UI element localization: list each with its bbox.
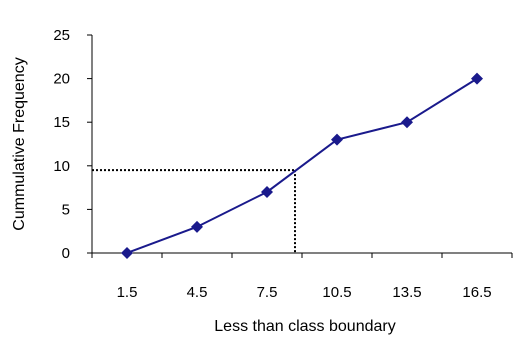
x-axis-title: Less than class boundary — [214, 318, 395, 335]
series-group — [121, 72, 483, 259]
data-point-marker — [261, 185, 273, 198]
y-tick-label: 5 — [62, 201, 70, 218]
x-tick-label: 16.5 — [462, 284, 491, 301]
data-point-marker — [471, 72, 483, 85]
y-tick-label: 0 — [62, 245, 70, 262]
y-axis-title: Cummulative Frequency — [11, 57, 28, 230]
series-line — [126, 77, 478, 254]
data-point-marker — [191, 220, 203, 233]
y-tick-label: 20 — [53, 71, 70, 88]
x-tick-label: 13.5 — [392, 284, 421, 301]
x-tick-label: 4.5 — [187, 284, 208, 301]
data-point-marker — [331, 133, 343, 146]
data-point-marker — [401, 116, 413, 129]
data-point-marker — [121, 247, 133, 259]
x-tick-label: 1.5 — [117, 284, 138, 301]
x-tick-label: 7.5 — [257, 284, 278, 301]
y-tick-label: 10 — [53, 158, 70, 175]
axes — [87, 34, 513, 258]
x-tick-label: 10.5 — [322, 284, 351, 301]
y-tick-label: 25 — [53, 27, 70, 44]
y-tick-label: 15 — [53, 114, 70, 131]
tick-labels: 0 5 10 15 20 25 1.5 4.5 7.5 10.5 13.5 16.5 — [53, 27, 491, 301]
reference-lines — [92, 169, 296, 253]
